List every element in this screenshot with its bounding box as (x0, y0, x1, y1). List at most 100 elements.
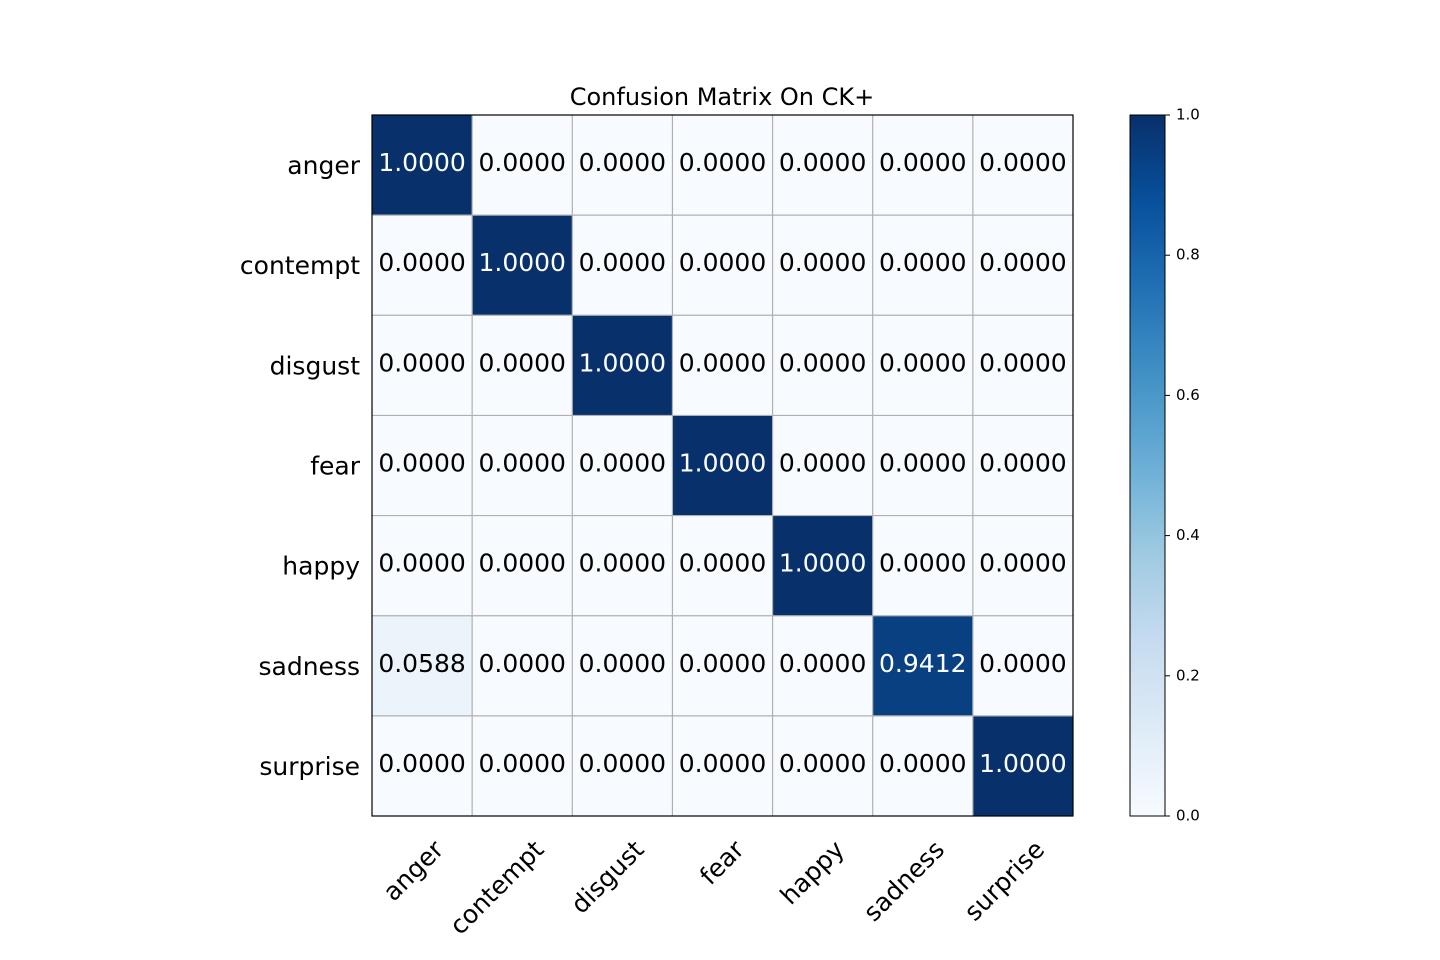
heatmap-cell (972, 615, 1074, 717)
cell-value-label: 0.0000 (579, 649, 666, 678)
cell-value-label: 0.0000 (879, 348, 966, 377)
row-tick-label: sadness (259, 652, 361, 681)
heatmap-cell (672, 515, 774, 617)
cell-value-label: 0.0000 (779, 649, 866, 678)
cell-value-label: 1.0000 (378, 148, 465, 177)
heatmap-cell (972, 315, 1074, 416)
cell-value-label: 1.0000 (478, 248, 565, 277)
heatmap-cell (672, 415, 774, 517)
heatmap-cell (972, 115, 1074, 216)
heatmap-cell (972, 715, 1074, 817)
row-tick-label: anger (287, 151, 360, 180)
heatmap-cell (672, 215, 774, 316)
heatmap-cells (372, 115, 1074, 817)
cell-value-label: 0.0000 (378, 549, 465, 578)
heatmap-cell (772, 115, 874, 216)
cell-value-label: 1.0000 (779, 549, 866, 578)
cell-value-label: 0.0000 (979, 248, 1066, 277)
colorbar-frame (1129, 114, 1166, 817)
column-tick-label: fear (694, 834, 750, 890)
heatmap-cell (672, 315, 774, 416)
heatmap-cell (572, 415, 673, 517)
cell-value-label: 0.0000 (579, 449, 666, 478)
cell-value-label: 0.0000 (979, 449, 1066, 478)
heatmap-cell (472, 315, 573, 416)
heatmap-cell (472, 415, 573, 517)
cell-value-label: 1.0000 (579, 348, 666, 377)
colorbar-tick-label: 0.2 (1176, 666, 1200, 684)
cell-value-label: 0.0000 (979, 649, 1066, 678)
cell-value-label: 0.0000 (879, 148, 966, 177)
cell-value-label: 0.9412 (879, 649, 966, 678)
heatmap-cell (972, 415, 1074, 517)
cell-value-label: 0.0000 (779, 148, 866, 177)
cell-value-label: 0.0000 (478, 148, 565, 177)
heatmap-cell (872, 315, 974, 416)
cell-value-label: 0.0000 (879, 749, 966, 778)
column-tick-label: contempt (444, 835, 550, 941)
cell-value-label: 0.0000 (478, 549, 565, 578)
heatmap-cell (372, 615, 473, 717)
heatmap-cell (472, 215, 573, 316)
column-tick-label: anger (377, 834, 449, 906)
cell-value-label: 0.0000 (579, 248, 666, 277)
colorbar-tick-label: 0.6 (1176, 386, 1200, 404)
cell-value-label: 0.0000 (679, 348, 766, 377)
cell-value-label: 0.0000 (378, 348, 465, 377)
heatmap-cell (672, 715, 774, 817)
heatmap-cell (572, 515, 673, 617)
heatmap-cell (472, 615, 573, 717)
heatmap-cell (372, 415, 473, 517)
heatmap-cell (872, 615, 974, 717)
cell-value-label: 0.0588 (378, 649, 465, 678)
heatmap-cell (872, 115, 974, 216)
row-tick-label: surprise (259, 752, 360, 781)
colorbar-ticks: 0.0 0.2 0.4 0.6 0.8 1.0 (1165, 106, 1200, 825)
heatmap-cell (572, 115, 673, 216)
heatmap-cell (872, 415, 974, 517)
heatmap-cell (772, 315, 874, 416)
cell-value-label: 0.0000 (979, 348, 1066, 377)
heatmap-cell (572, 715, 673, 817)
heatmap-cell (372, 515, 473, 617)
heatmap-cell (872, 215, 974, 316)
cell-value-label: 0.0000 (779, 248, 866, 277)
column-tick-label: surprise (959, 835, 1051, 927)
chart-title: Confusion Matrix On CK+ (570, 83, 875, 111)
cell-value-label: 1.0000 (679, 449, 766, 478)
column-tick-label: disgust (565, 835, 650, 920)
heatmap-cell (772, 215, 874, 316)
cell-value-label: 0.0000 (478, 749, 565, 778)
cell-value-label: 0.0000 (478, 348, 565, 377)
heatmap-cell (772, 515, 874, 617)
colorbar-tick-label: 0.8 (1176, 246, 1200, 264)
cell-value-label: 0.0000 (679, 248, 766, 277)
column-tick-label: sadness (858, 835, 950, 927)
column-tick-label: happy (774, 835, 850, 911)
cell-value-label: 0.0000 (579, 148, 666, 177)
heatmap-cell (372, 215, 473, 316)
cell-value-label: 0.0000 (478, 649, 565, 678)
cell-value-label: 0.0000 (579, 549, 666, 578)
cell-value-label: 0.0000 (679, 749, 766, 778)
heatmap-cell (772, 415, 874, 517)
cell-value-label: 0.0000 (779, 348, 866, 377)
colorbar-tick-label: 0.4 (1176, 526, 1200, 544)
cell-value-label: 0.0000 (979, 148, 1066, 177)
cell-value-label: 0.0000 (879, 248, 966, 277)
row-tick-labels: anger contempt disgust fear happy sadness surp… (240, 151, 361, 781)
cell-value-label: 0.0000 (378, 449, 465, 478)
heatmap-cell (472, 515, 573, 617)
colorbar: 0.0 0.2 0.4 0.6 0.8 1.0 (1129, 106, 1200, 825)
heatmap-cell (472, 115, 573, 216)
cell-value-labels: 1.0000 0.0000 0.0000 0.0000 0.0000 0.0000 0.00… (378, 148, 1066, 778)
colorbar-tick-label: 1.0 (1176, 106, 1200, 124)
heatmap-cell (472, 715, 573, 817)
cell-value-label: 0.0000 (679, 649, 766, 678)
cell-value-label: 0.0000 (879, 549, 966, 578)
heatmap-cell (972, 215, 1074, 316)
colorbar-tick-label: 0.0 (1176, 807, 1200, 825)
cell-value-label: 0.0000 (679, 148, 766, 177)
heatmap-cell (372, 315, 473, 416)
